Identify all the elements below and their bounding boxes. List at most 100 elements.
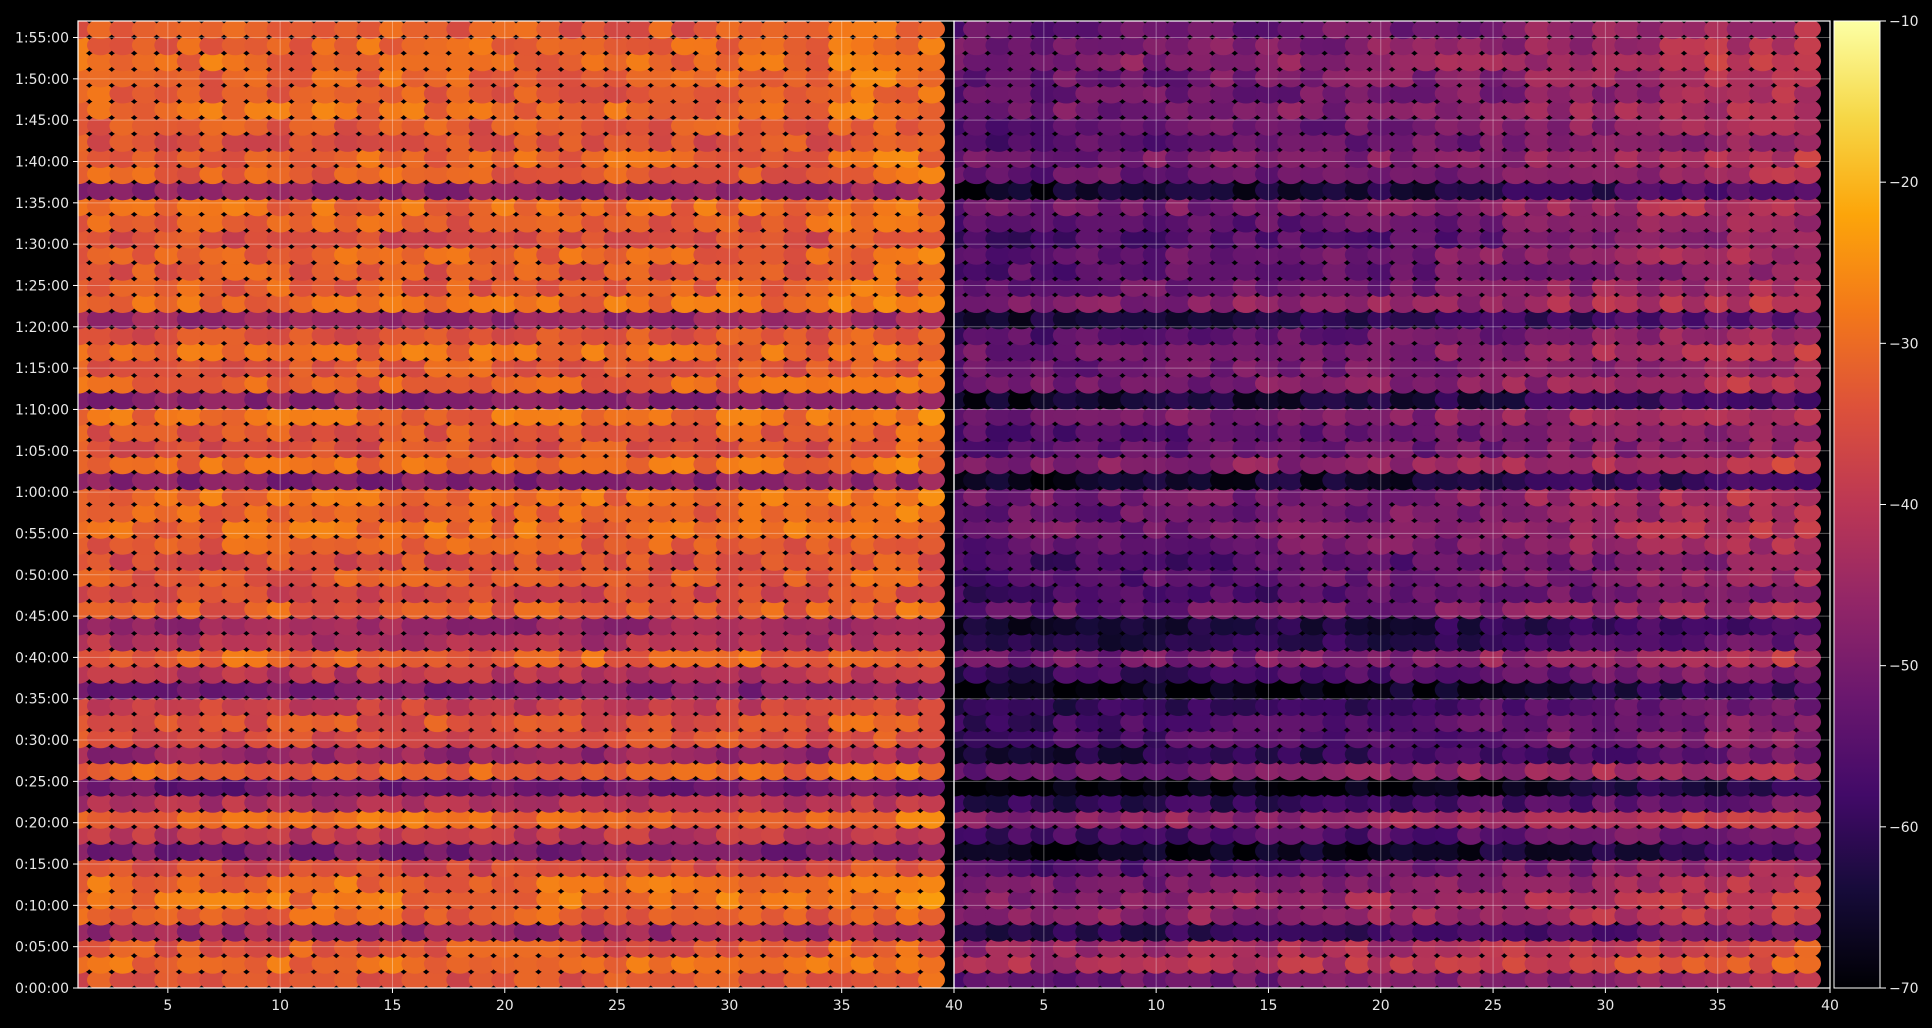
y-tick-label: 1:50:00 [15,72,69,88]
heatmap-cell [715,260,743,281]
heatmap-cell [1704,969,1732,988]
heatmap-cell [356,583,384,604]
heatmap-cell [626,228,653,249]
heatmap-cell [693,841,721,861]
heatmap-cell [648,67,676,88]
heatmap-cell [895,83,923,104]
heatmap-cell [423,631,451,652]
heatmap-cell [244,67,272,88]
heatmap-cell [468,115,496,136]
heatmap-cell [356,357,384,378]
heatmap-cell [176,212,204,233]
heatmap-cell [356,325,384,346]
heatmap-cell [850,583,878,604]
heatmap-cell [87,438,114,459]
heatmap-cell [738,51,766,72]
heatmap-cell [603,905,631,926]
heatmap-cell [1187,953,1215,974]
heatmap-cell [356,663,384,684]
heatmap-cell [468,969,496,988]
heatmap-cell [648,776,676,797]
heatmap-cell [446,180,474,201]
heatmap-cell [850,470,878,491]
heatmap-cell [671,293,698,313]
heatmap-cell [603,776,631,797]
heatmap-cell [828,937,856,958]
heatmap-cell [828,422,856,442]
heatmap-cell [199,583,227,604]
heatmap-cell [536,438,564,459]
heatmap-cell [221,389,249,410]
heatmap-cell [176,244,204,265]
heatmap-cell [603,599,631,620]
heatmap-cell [671,196,698,217]
heatmap-cell [379,534,406,555]
heatmap-cell [738,905,766,926]
heatmap-cell [805,696,833,716]
heatmap-cell [334,486,361,507]
heatmap-cell [648,518,676,539]
heatmap-cell [468,131,496,152]
heatmap-cell [581,534,609,555]
heatmap-cell [334,502,361,523]
heatmap-cell [513,969,541,988]
heatmap-cell [1614,969,1642,988]
heatmap-cell [850,131,878,152]
heatmap-cell [131,244,159,265]
heatmap-cell [558,937,586,958]
heatmap-cell [401,824,429,845]
heatmap-cell [693,389,721,410]
heatmap-cell [221,567,249,587]
heatmap-cell [446,212,474,233]
heatmap-cell [581,260,609,281]
heatmap-cell [873,438,901,459]
heatmap-cell [266,293,294,313]
heatmap-cell [738,792,766,813]
heatmap-cell [671,518,698,539]
heatmap-cell [536,937,564,958]
heatmap-cell [1210,905,1237,926]
heatmap-cell [558,470,586,491]
heatmap-cell [558,389,586,410]
heatmap-cell [199,567,227,587]
heatmap-cell [154,921,182,942]
heatmap-cell [266,550,294,571]
heatmap-cell [805,776,833,797]
heatmap-cell [289,808,317,829]
heatmap-cell [131,534,159,555]
heatmap-cell [850,486,878,507]
heatmap-cell [558,309,586,330]
heatmap-cell [671,341,698,362]
heatmap-cell [626,454,653,475]
heatmap-cell [738,953,766,974]
heatmap-cell [715,550,743,571]
heatmap-cell [581,792,609,813]
heatmap-cell [289,905,317,926]
heatmap-cell [828,131,856,152]
heatmap-cell [648,35,676,56]
heatmap-cell [423,712,451,733]
heatmap-cell [581,824,609,845]
heatmap-cell [1547,937,1574,958]
heatmap-cell [918,615,945,636]
heatmap-cell [266,21,294,40]
heatmap-cell [760,937,788,958]
heatmap-cell [626,921,653,942]
heatmap-cell [468,760,496,781]
heatmap-cell [783,615,811,636]
heatmap-cell [828,663,856,684]
heatmap-cell [693,260,721,281]
heatmap-cell [918,228,945,249]
heatmap-cell [311,647,339,668]
heatmap-cell [78,196,92,217]
heatmap-cell [131,873,159,894]
heatmap-cell [446,599,474,620]
heatmap-cell [738,325,766,346]
heatmap-cell [109,841,137,861]
heatmap-cell [78,583,92,604]
heatmap-cell [311,35,339,56]
heatmap-cell [895,583,923,604]
heatmap-cell [1322,937,1350,958]
heatmap-cell [1389,953,1417,974]
heatmap-cell [379,873,406,894]
